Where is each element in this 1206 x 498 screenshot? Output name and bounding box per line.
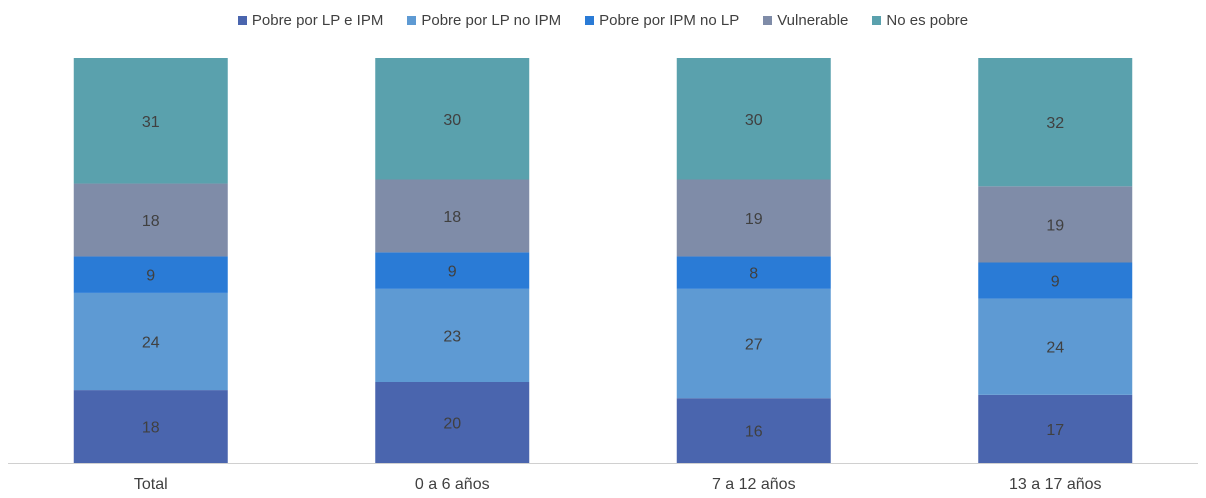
bar-segment [676,58,831,180]
legend-item: Vulnerable [763,12,848,29]
bar-segment [676,179,831,257]
data-label: 19 [745,211,763,228]
data-label: 27 [745,337,763,354]
legend-label: Pobre por LP no IPM [421,12,562,29]
legend-label: Pobre por IPM no LP [599,12,740,29]
bar-segment [375,382,530,463]
x-tick-label: 0 a 6 años [415,476,490,493]
legend-label: Pobre por LP e IPM [251,12,384,29]
data-label: 9 [448,264,457,281]
data-label: 24 [1046,340,1064,357]
data-label: 18 [142,213,160,230]
legend-swatch [237,16,247,25]
bar-segment [978,394,1133,463]
data-label: 8 [749,266,758,283]
data-label: 19 [1046,217,1064,234]
legend-label: No es pobre [886,12,969,29]
bar-segment [676,256,831,289]
bar-segment [978,186,1133,263]
legend-label: Vulnerable [777,12,849,29]
data-label: 17 [1046,422,1064,439]
data-label: 23 [443,328,461,345]
bar-segment [375,288,530,382]
legend-swatch [407,16,417,25]
data-label: 30 [443,112,461,129]
bar-segment [73,390,228,463]
bar-segment [73,292,228,391]
bar-segment [375,179,530,253]
x-tick-label: Total [134,476,168,493]
bar-segment [73,183,228,257]
bar-segment [676,398,831,463]
data-label: 18 [142,420,160,437]
bar-segment [375,252,530,289]
data-label: 9 [146,268,155,285]
bar-segment [978,298,1133,395]
data-label: 16 [745,424,763,441]
x-tick-label: 13 a 17 años [1009,476,1102,493]
bar-segment [676,288,831,399]
data-label: 32 [1046,115,1064,132]
legend-item: Pobre por LP e IPM [237,12,384,29]
bar-segment [73,256,228,293]
legend-item: No es pobre [872,12,968,29]
data-label: 18 [443,209,461,226]
data-label: 20 [443,416,461,433]
legend-swatch [585,16,595,25]
bar-segment [375,58,530,180]
data-label: 24 [142,335,160,352]
legend-swatch [763,16,773,25]
data-label: 9 [1051,274,1060,291]
data-label: 30 [745,112,763,129]
legend-item: Pobre por IPM no LP [585,12,739,29]
bar-segment [73,58,228,184]
data-label: 31 [142,114,160,131]
bar-segment [978,262,1133,299]
bar-segment [978,58,1133,187]
chart-legend: Pobre por LP e IPM Pobre por LP no IPM Pob… [0,12,1206,29]
legend-item: Pobre por LP no IPM [407,12,561,29]
legend-swatch [872,16,882,25]
x-tick-label: 7 a 12 años [712,476,796,493]
